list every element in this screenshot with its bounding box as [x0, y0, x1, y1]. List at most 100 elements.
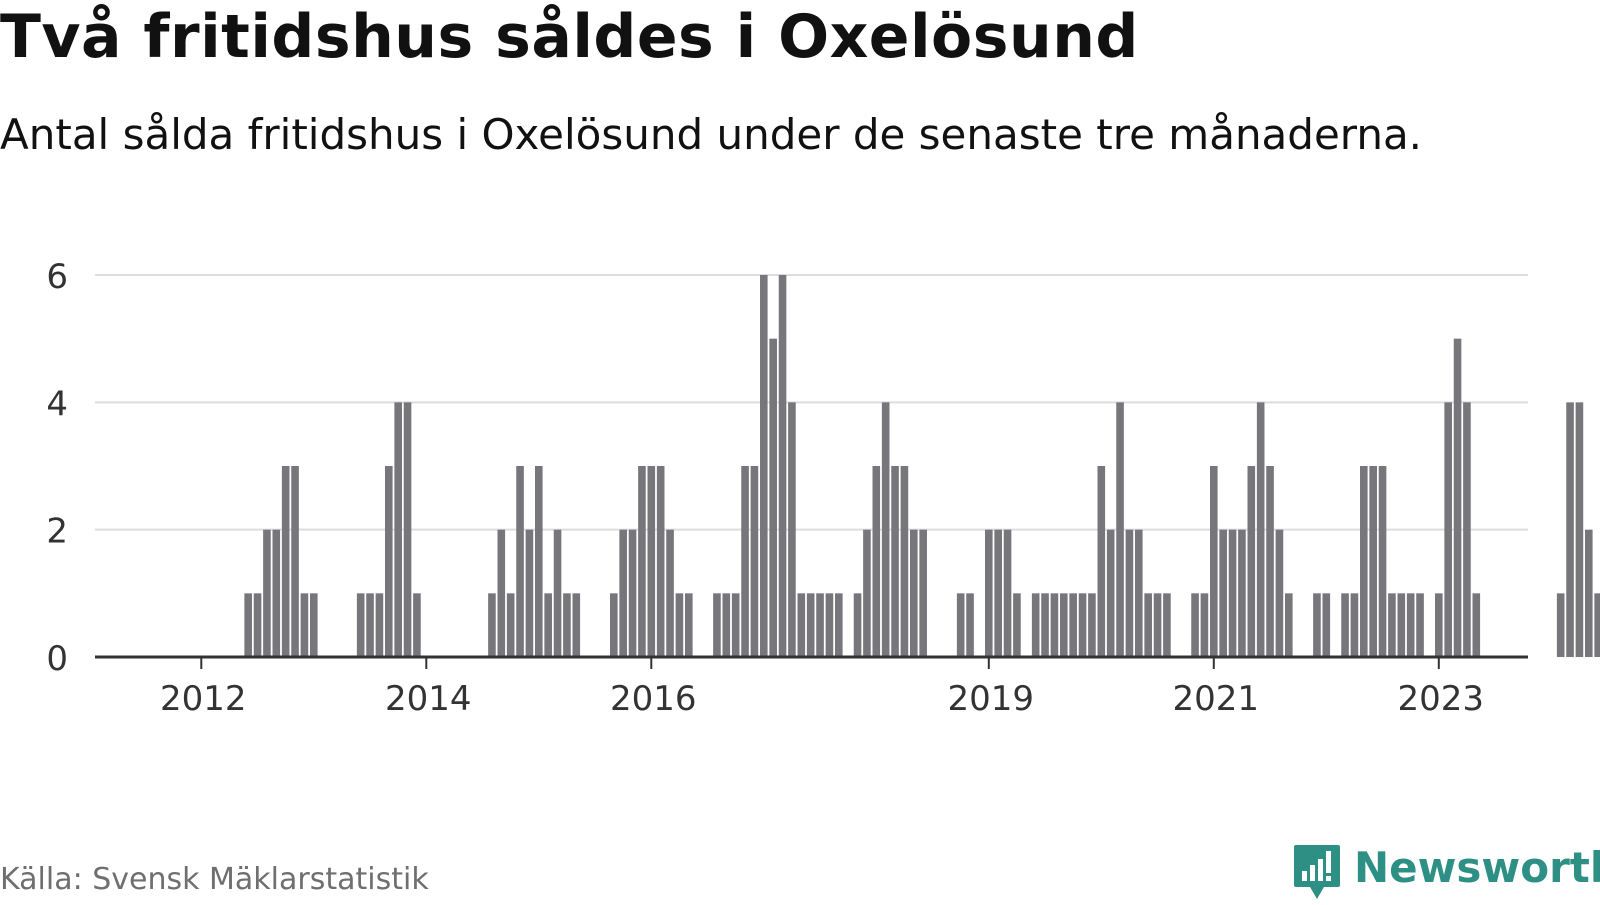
bar	[1341, 593, 1349, 657]
bar	[1360, 466, 1368, 657]
x-tick-label: 2012	[160, 679, 247, 719]
bar	[544, 593, 552, 657]
bar	[1435, 593, 1443, 657]
bar	[1556, 593, 1565, 657]
bar	[300, 593, 309, 657]
bar	[1444, 402, 1452, 657]
bar	[1575, 402, 1584, 657]
bar	[1097, 466, 1106, 657]
bar	[797, 593, 806, 657]
bar	[1125, 529, 1134, 657]
bar	[1106, 529, 1115, 657]
bar	[1378, 466, 1387, 657]
chart-subtitle: Antal sålda fritidshus i Oxelösund under…	[0, 110, 1423, 159]
bar	[656, 466, 665, 657]
bar	[919, 529, 927, 657]
bar	[375, 593, 384, 657]
bar	[1472, 593, 1481, 657]
bar	[713, 593, 721, 657]
bar	[394, 402, 402, 657]
bar	[628, 529, 637, 657]
brand-name: Newsworthy	[1354, 843, 1600, 892]
bar	[1228, 529, 1237, 657]
bar	[563, 593, 571, 657]
bar	[1238, 529, 1246, 657]
bar	[516, 466, 524, 657]
bar	[1406, 593, 1415, 657]
bar	[263, 529, 271, 657]
bar	[572, 593, 581, 657]
bar	[1256, 402, 1265, 657]
bar	[1350, 593, 1359, 657]
bar	[881, 402, 890, 657]
bar	[497, 529, 506, 657]
bar	[638, 466, 646, 657]
bar	[1369, 466, 1377, 657]
bar	[900, 466, 909, 657]
bar	[553, 529, 562, 657]
bar	[675, 593, 684, 657]
bar	[1031, 593, 1040, 657]
bar	[1313, 593, 1321, 657]
bar	[666, 529, 674, 657]
bar	[535, 466, 543, 657]
bar	[1594, 593, 1600, 657]
bar	[1153, 593, 1162, 657]
bar	[506, 593, 515, 657]
bar	[825, 593, 834, 657]
bar	[760, 275, 768, 657]
bar	[985, 529, 993, 657]
bar	[1069, 593, 1077, 657]
y-tick-label: 6	[46, 257, 68, 297]
bar	[910, 529, 918, 657]
bar	[1013, 593, 1021, 657]
bar	[1135, 529, 1143, 657]
bar	[994, 529, 1002, 657]
y-tick-label: 0	[46, 639, 68, 679]
bar	[610, 593, 618, 657]
bar	[366, 593, 374, 657]
bar	[1219, 529, 1227, 657]
bar	[685, 593, 693, 657]
bar-chart-speech-bubble-icon	[1294, 845, 1340, 899]
source-note: Källa: Svensk Mäklarstatistik	[0, 862, 429, 897]
bar	[835, 593, 843, 657]
bar	[1191, 593, 1199, 657]
bar	[1585, 529, 1593, 657]
bar	[272, 529, 281, 657]
bar	[356, 593, 365, 657]
y-tick-label: 4	[46, 384, 68, 424]
x-tick-label: 2016	[610, 679, 697, 719]
bar	[722, 593, 731, 657]
bar	[1453, 338, 1462, 657]
bar	[413, 593, 421, 657]
bar	[966, 593, 974, 657]
bar	[1322, 593, 1331, 657]
bar	[872, 466, 881, 657]
bar	[891, 466, 899, 657]
bar	[310, 593, 318, 657]
bar	[1041, 593, 1049, 657]
bar	[403, 402, 412, 657]
bar	[1060, 593, 1068, 657]
bar	[1088, 593, 1096, 657]
bar	[816, 593, 824, 657]
bar	[956, 593, 965, 657]
bar	[291, 466, 299, 657]
bar	[1397, 593, 1406, 657]
bar	[488, 593, 496, 657]
y-tick-label: 2	[46, 512, 68, 552]
bar	[525, 529, 534, 657]
bar	[647, 466, 656, 657]
bar	[1163, 593, 1171, 657]
bar	[1144, 593, 1152, 657]
bar	[853, 593, 862, 657]
bar	[1275, 529, 1284, 657]
bar	[788, 402, 796, 657]
bar	[1003, 529, 1012, 657]
bar	[281, 466, 290, 657]
bar	[769, 338, 777, 657]
bar	[244, 593, 252, 657]
bar	[1210, 466, 1218, 657]
